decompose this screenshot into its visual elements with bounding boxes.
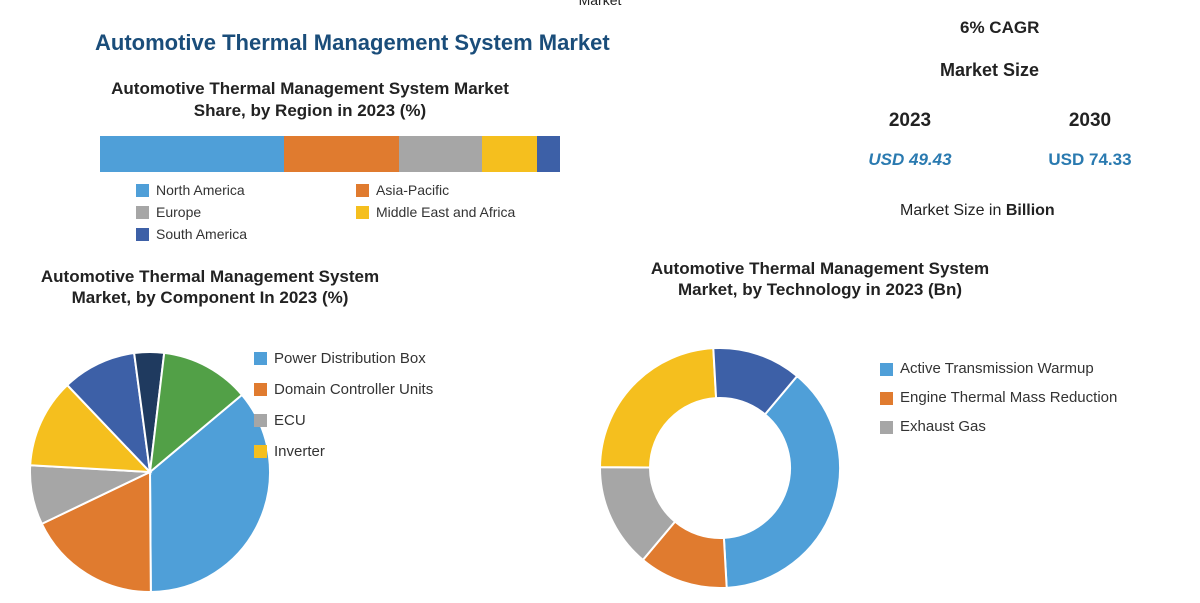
legend-label: Domain Controller Units <box>274 381 433 398</box>
legend-swatch-icon <box>356 184 369 197</box>
region-legend-item: Europe <box>136 204 356 220</box>
component-pie-chart <box>30 352 270 592</box>
legend-swatch-icon <box>254 414 267 427</box>
legend-swatch-icon <box>136 228 149 241</box>
region-legend-item: Asia-Pacific <box>356 182 576 198</box>
donut-slice <box>600 348 716 467</box>
market-size-heading: Market Size <box>940 60 1039 81</box>
legend-swatch-icon <box>254 445 267 458</box>
market-size-year-b: 2030 <box>1069 110 1111 132</box>
component-legend-item: Power Distribution Box <box>254 350 484 367</box>
region-bar-segment <box>399 136 482 172</box>
region-legend-item: North America <box>136 182 356 198</box>
technology-chart-title: Automotive Thermal Management System Mar… <box>640 258 1000 301</box>
market-size-years: 2023 2030 <box>820 110 1180 132</box>
truncated-header-text: Market <box>0 0 1200 8</box>
legend-swatch-icon <box>880 392 893 405</box>
legend-swatch-icon <box>254 383 267 396</box>
legend-label: North America <box>156 182 245 198</box>
component-chart-title: Automotive Thermal Management System Mar… <box>40 266 380 309</box>
legend-label: Middle East and Africa <box>376 204 515 220</box>
component-legend: Power Distribution Box Domain Controller … <box>254 350 484 474</box>
legend-label: Inverter <box>274 443 325 460</box>
cagr-value: 6% CAGR <box>960 18 1039 38</box>
market-size-unit: Market Size in Billion <box>900 202 1055 220</box>
legend-swatch-icon <box>136 184 149 197</box>
component-legend-item: ECU <box>254 412 484 429</box>
legend-label: Exhaust Gas <box>900 418 986 437</box>
technology-donut-chart <box>590 338 850 598</box>
region-bar-segment <box>482 136 537 172</box>
component-legend-item: Inverter <box>254 443 484 460</box>
market-size-value-b: USD 74.33 <box>1048 150 1131 170</box>
legend-swatch-icon <box>880 421 893 434</box>
legend-swatch-icon <box>356 206 369 219</box>
legend-swatch-icon <box>136 206 149 219</box>
legend-label: Asia-Pacific <box>376 182 449 198</box>
region-chart-title: Automotive Thermal Management System Mar… <box>100 78 520 122</box>
region-bar-segment <box>100 136 284 172</box>
technology-legend-item: Active Transmission Warmup <box>880 360 1150 379</box>
legend-label: South America <box>156 226 247 242</box>
technology-legend: Active Transmission Warmup Engine Thermal… <box>880 360 1150 446</box>
market-size-unit-bold: Billion <box>1006 202 1055 219</box>
region-legend-item: Middle East and Africa <box>356 204 576 220</box>
market-size-values: USD 49.43 USD 74.33 <box>820 150 1180 170</box>
legend-label: Europe <box>156 204 201 220</box>
legend-label: Active Transmission Warmup <box>900 360 1094 379</box>
legend-label: Power Distribution Box <box>274 350 426 367</box>
component-legend-item: Domain Controller Units <box>254 381 484 398</box>
market-size-unit-prefix: Market Size in <box>900 202 1006 219</box>
legend-label: Engine Thermal Mass Reduction <box>900 389 1117 408</box>
technology-legend-item: Exhaust Gas <box>880 418 1150 437</box>
region-legend-item: South America <box>136 226 356 242</box>
legend-swatch-icon <box>254 352 267 365</box>
region-bar-segment <box>284 136 399 172</box>
market-size-value-a: USD 49.43 <box>868 150 951 170</box>
region-stacked-bar <box>100 136 560 172</box>
technology-legend-item: Engine Thermal Mass Reduction <box>880 389 1150 408</box>
region-legend: North America Asia-Pacific Europe Middle Ea… <box>136 182 576 248</box>
legend-label: ECU <box>274 412 306 429</box>
legend-swatch-icon <box>880 363 893 376</box>
page-title: Automotive Thermal Management System Mar… <box>95 30 610 56</box>
region-bar-segment <box>537 136 560 172</box>
donut-slice <box>724 376 840 588</box>
market-size-year-a: 2023 <box>889 110 931 132</box>
